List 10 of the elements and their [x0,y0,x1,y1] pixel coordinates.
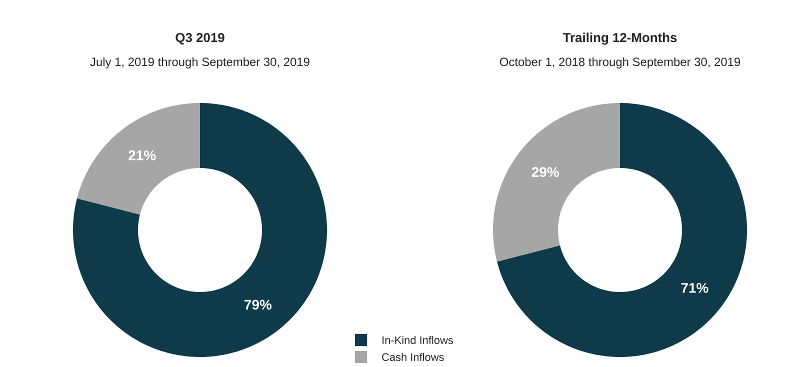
chart-subtitle: October 1, 2018 through September 30, 2019 [500,57,740,68]
legend-label: Cash Inflows [382,352,444,362]
legend-label: In-Kind Inflows [382,336,453,344]
chart-title: Trailing 12-Months [562,32,677,45]
data-label: 29% [532,167,559,178]
chart-subtitle: July 1, 2019 through September 30, 2019 [90,57,310,68]
chart-title: Q3 2019 [176,32,224,45]
data-label: 21% [128,150,156,160]
data-label: 79% [244,300,272,310]
data-label: 71% [681,283,708,293]
